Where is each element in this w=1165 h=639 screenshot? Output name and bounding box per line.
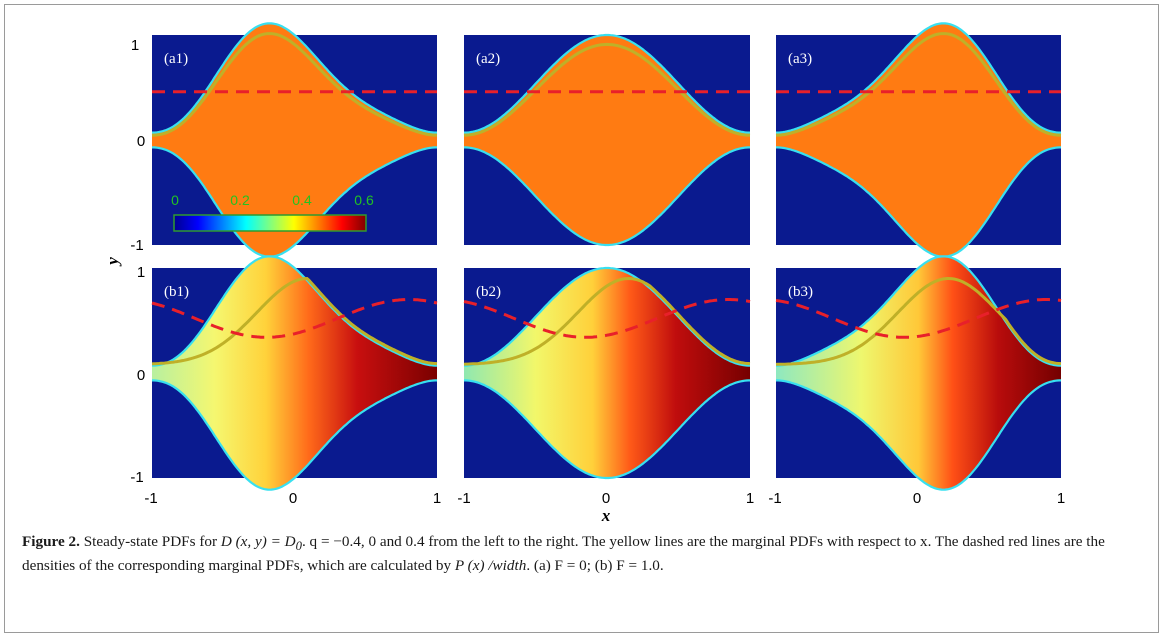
caption-d-sub: 0 bbox=[295, 539, 302, 554]
panel-b3: (b3) bbox=[775, 255, 1062, 491]
marginal-pdf-line bbox=[775, 277, 1062, 366]
colorbar-tick-3: 0.6 bbox=[354, 192, 374, 208]
panel-label-a2: (a2) bbox=[476, 51, 500, 67]
marginal-pdf-line bbox=[463, 42, 751, 137]
y-tick-b-top: 1 bbox=[137, 264, 145, 281]
x-tick-2-mid: 0 bbox=[602, 490, 610, 507]
panel-b2: (b2) bbox=[463, 266, 751, 480]
channel-boundary-bottom bbox=[776, 379, 1061, 491]
panel-a3: (a3) bbox=[775, 22, 1062, 258]
caption-part1: Steady-state PDFs for bbox=[83, 533, 218, 550]
panel-b1: (b1) bbox=[151, 255, 438, 491]
panel-a1: (a1) bbox=[151, 22, 438, 258]
y-axis-title: y bbox=[103, 257, 122, 267]
panel-label-b2: (b2) bbox=[476, 284, 501, 300]
caption-d-expr: D (x, y) = D bbox=[220, 533, 296, 550]
caption-label: Figure 2. bbox=[22, 533, 80, 550]
panel-label-b1: (b1) bbox=[164, 284, 189, 300]
density-dashed-line bbox=[151, 298, 438, 339]
density-dashed-line bbox=[775, 298, 1062, 339]
x-tick-1-right: 1 bbox=[433, 490, 441, 507]
colorbar: 0 0.2 0.4 0.6 bbox=[171, 192, 374, 232]
channel-boundary-top bbox=[464, 33, 750, 134]
panel-label-a3: (a3) bbox=[788, 51, 812, 67]
channel-density bbox=[152, 256, 437, 490]
x-tick-3-mid: 0 bbox=[913, 490, 921, 507]
channel-boundary-bottom bbox=[464, 379, 750, 480]
x-tick-2-right: 1 bbox=[746, 490, 754, 507]
y-tick-a-top: 1 bbox=[131, 37, 139, 54]
caption-p-expr: P (x) /width bbox=[454, 557, 527, 575]
y-tick-b-bottom: -1 bbox=[130, 469, 143, 486]
channel-density bbox=[464, 268, 750, 478]
marginal-pdf-line bbox=[463, 276, 751, 366]
channel-boundary-top bbox=[152, 22, 437, 134]
colorbar-tick-0: 0 bbox=[171, 192, 179, 208]
marginal-pdf-line bbox=[775, 32, 1062, 137]
channel-density bbox=[464, 35, 750, 245]
figure-plot: (a1) (a2) (a3) (b1) (b2) (b3) 1 0 -1 1 0 -1 y… bbox=[103, 22, 1065, 525]
marginal-pdf-line bbox=[151, 32, 438, 137]
y-tick-b-mid: 0 bbox=[137, 367, 145, 384]
panel-label-b3: (b3) bbox=[788, 284, 813, 300]
channel-density bbox=[776, 256, 1061, 490]
caption-part2: . q = −0.4, 0 and 0.4 from the left to t… bbox=[22, 533, 1105, 575]
x-tick-3-right: 1 bbox=[1057, 490, 1065, 507]
channel-boundary-top bbox=[464, 266, 750, 367]
x-tick-1-mid: 0 bbox=[289, 490, 297, 507]
channel-density bbox=[152, 23, 437, 257]
x-tick-2-left: -1 bbox=[457, 490, 470, 507]
y-tick-a-bottom: -1 bbox=[130, 237, 143, 254]
panel-label-a1: (a1) bbox=[164, 51, 188, 67]
channel-boundary-top bbox=[776, 22, 1061, 134]
panel-a2: (a2) bbox=[463, 33, 751, 247]
x-axis-title: x bbox=[601, 506, 611, 525]
channel-boundary-bottom bbox=[464, 146, 750, 247]
x-tick-1-left: -1 bbox=[144, 490, 157, 507]
density-dashed-line bbox=[463, 298, 751, 339]
channel-boundary-bottom bbox=[152, 146, 437, 258]
channel-boundary-bottom bbox=[152, 379, 437, 491]
x-tick-3-left: -1 bbox=[768, 490, 781, 507]
channel-boundary-top bbox=[152, 255, 437, 367]
channel-density bbox=[776, 23, 1061, 257]
channel-boundary-bottom bbox=[776, 146, 1061, 258]
y-tick-a-mid: 0 bbox=[137, 133, 145, 150]
marginal-pdf-line bbox=[151, 276, 438, 366]
colorbar-gradient bbox=[173, 214, 367, 232]
colorbar-tick-2: 0.4 bbox=[292, 192, 312, 208]
caption-part3: . (a) F = 0; (b) F = 1.0. bbox=[526, 557, 664, 575]
colorbar-tick-1: 0.2 bbox=[230, 192, 250, 208]
figure-caption: Figure 2. Steady-state PDFs for D (x, y)… bbox=[22, 532, 1142, 576]
